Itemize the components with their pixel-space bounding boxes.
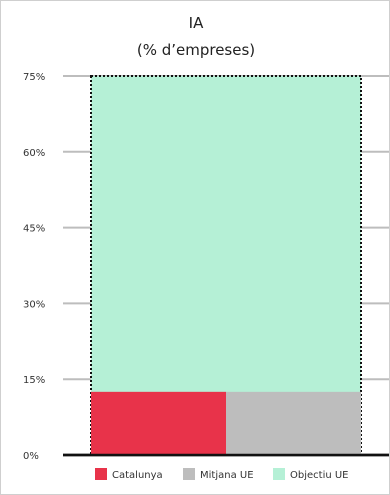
legend: Catalunya Mitjana UE Objectiu UE bbox=[95, 468, 349, 481]
y-tick-label: 45% bbox=[23, 224, 45, 235]
bars bbox=[63, 75, 389, 457]
legend-swatch bbox=[183, 468, 195, 480]
legend-label: Catalunya bbox=[112, 470, 163, 481]
legend-swatch bbox=[95, 468, 107, 480]
y-tick-label: 75% bbox=[23, 72, 45, 83]
legend-label: Objectiu UE bbox=[290, 470, 349, 481]
y-tick-label: 30% bbox=[23, 299, 45, 310]
bar-mitjana-ue bbox=[226, 391, 361, 455]
legend-swatch bbox=[273, 468, 285, 480]
chart-subtitle: (% d’empreses) bbox=[137, 41, 255, 59]
bar-catalunya bbox=[91, 391, 226, 455]
y-tick-label: 60% bbox=[23, 148, 45, 159]
y-tick-label: 15% bbox=[23, 375, 45, 386]
y-tick-label: 0% bbox=[23, 451, 39, 462]
y-axis-ticks: 0% 15% 30% 45% 60% 75% bbox=[23, 72, 45, 462]
chart-title: IA bbox=[189, 14, 204, 32]
legend-label: Mitjana UE bbox=[200, 470, 254, 481]
